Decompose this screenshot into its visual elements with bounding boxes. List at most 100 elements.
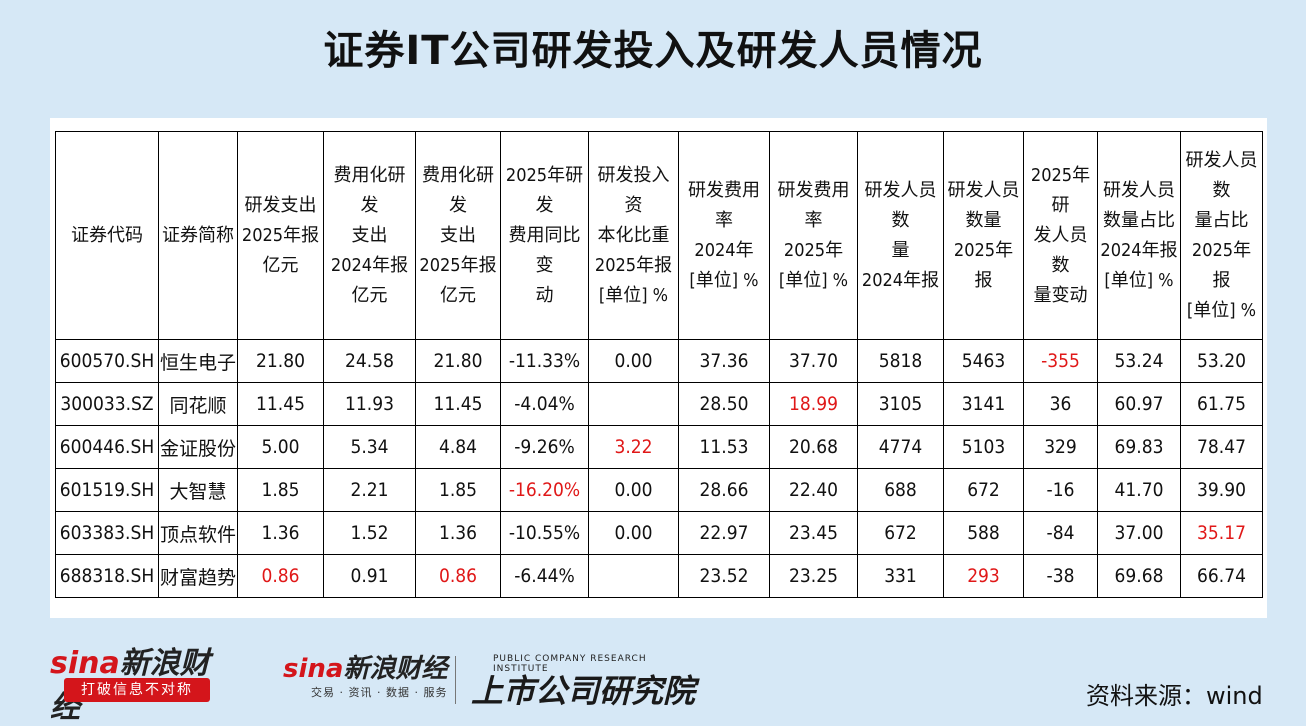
- table-cell: 66.74: [1180, 554, 1263, 598]
- table-cell: 37.00: [1097, 511, 1181, 555]
- column-header: 研发人员数量 2024年报: [857, 131, 944, 340]
- institute-logo: sina新浪财经 交易 · 资讯 · 数据 · 服务 PUBLIC COMPAN…: [283, 648, 703, 710]
- table-cell: 23.45: [769, 511, 858, 555]
- table-cell: 5.34: [323, 425, 416, 469]
- table-cell: 5.00: [237, 425, 324, 469]
- table-cell: 0.00: [588, 339, 679, 383]
- logo1-slogan: 打破信息不对称: [64, 678, 210, 702]
- institute-cn: 上市公司研究院: [471, 672, 696, 710]
- table-cell: 1.85: [237, 468, 324, 512]
- logo2-sub: 交易 · 资讯 · 数据 · 服务: [311, 686, 448, 699]
- table-cell: 3141: [943, 382, 1024, 426]
- page-title: 证券IT公司研发投入及研发人员情况: [323, 28, 983, 74]
- table-cell: 3105: [857, 382, 944, 426]
- table-cell: 18.99: [769, 382, 858, 426]
- table-cell: 588: [943, 511, 1024, 555]
- table-cell: 4.84: [415, 425, 501, 469]
- table-cell: 1.36: [237, 511, 324, 555]
- column-header: 研发投入资 本化比重 2025年报 [单位] %: [588, 131, 679, 340]
- table-cell: [588, 554, 679, 598]
- table-cell: -9.26%: [500, 425, 589, 469]
- table-cell: 688318.SH: [55, 554, 159, 598]
- logo-divider: [455, 656, 456, 704]
- column-header: 证券简称: [158, 131, 238, 340]
- table-cell: 41.70: [1097, 468, 1181, 512]
- table-row: 603383.SH 顶点软件 1.36 1.52 1.36 -10.55% 0.00 22.9…: [55, 511, 1263, 555]
- table-cell: 53.20: [1180, 339, 1263, 383]
- table-cell: 11.53: [678, 425, 770, 469]
- table-cell: 0.91: [323, 554, 416, 598]
- institute-en: PUBLIC COMPANY RESEARCH INSTITUTE: [493, 654, 647, 674]
- column-header: 研发费用率 2025年 [单位] %: [769, 131, 858, 340]
- column-header: 研发人员 数量占比 2024年报 [单位] %: [1097, 131, 1181, 340]
- logo2-brand-prefix: sina: [283, 654, 344, 684]
- table-cell: 11.93: [323, 382, 416, 426]
- table-cell: 5818: [857, 339, 944, 383]
- table-cell: 688: [857, 468, 944, 512]
- table-cell: 21.80: [237, 339, 324, 383]
- table-cell: 331: [857, 554, 944, 598]
- table-cell: -84: [1023, 511, 1098, 555]
- table-cell: 600570.SH: [55, 339, 159, 383]
- table-cell: 5463: [943, 339, 1024, 383]
- table-cell: 3.22: [588, 425, 679, 469]
- table-cell: -4.04%: [500, 382, 589, 426]
- table-cell: 20.68: [769, 425, 858, 469]
- column-header: 费用化研发 支出 2025年报 亿元: [415, 131, 501, 340]
- table-row: 600570.SH 恒生电子 21.80 24.58 21.80 -11.33% 0.00 3…: [55, 339, 1263, 383]
- rd-table: 证券代码 证券简称 研发支出 2025年报 亿元 费用化研发 支出 2024年报 亿元 费用化研发…: [55, 131, 1263, 598]
- table-cell: 22.97: [678, 511, 770, 555]
- table-cell: 60.97: [1097, 382, 1181, 426]
- table-container: 证券代码 证券简称 研发支出 2025年报 亿元 费用化研发 支出 2024年报 亿元 费用化研发…: [50, 118, 1267, 618]
- table-cell: 672: [943, 468, 1024, 512]
- table-cell: 1.85: [415, 468, 501, 512]
- column-header: 证券代码: [55, 131, 159, 340]
- table-row: 300033.SZ 同花顺 11.45 11.93 11.45 -4.04% 28.50 18…: [55, 382, 1263, 426]
- table-cell: 11.45: [237, 382, 324, 426]
- logo2-brand-cn: 新浪财经: [343, 654, 448, 684]
- data-source: 资料来源：wind: [1086, 682, 1263, 710]
- table-cell: -355: [1023, 339, 1098, 383]
- table-cell: 53.24: [1097, 339, 1181, 383]
- table-cell: 金证股份: [158, 425, 238, 469]
- table-cell: [588, 382, 679, 426]
- table-cell: 35.17: [1180, 511, 1263, 555]
- table-cell: 672: [857, 511, 944, 555]
- table-cell: 603383.SH: [55, 511, 159, 555]
- logo1-brand-prefix: sina: [50, 646, 120, 681]
- table-cell: 23.52: [678, 554, 770, 598]
- table-cell: 顶点软件: [158, 511, 238, 555]
- table-cell: 601519.SH: [55, 468, 159, 512]
- table-cell: 600446.SH: [55, 425, 159, 469]
- table-cell: -10.55%: [500, 511, 589, 555]
- table-cell: 大智慧: [158, 468, 238, 512]
- table-cell: -16.20%: [500, 468, 589, 512]
- table-cell: 0.86: [415, 554, 501, 598]
- table-cell: 61.75: [1180, 382, 1263, 426]
- table-cell: 28.50: [678, 382, 770, 426]
- table-row: 688318.SH 财富趋势 0.86 0.91 0.86 -6.44% 23.52 23.2…: [55, 554, 1263, 598]
- table-cell: 23.25: [769, 554, 858, 598]
- table-cell: 69.68: [1097, 554, 1181, 598]
- table-cell: 0.00: [588, 511, 679, 555]
- table-cell: 37.36: [678, 339, 770, 383]
- table-cell: 0.00: [588, 468, 679, 512]
- table-cell: 1.52: [323, 511, 416, 555]
- column-header: 研发费用率 2024年 [单位] %: [678, 131, 770, 340]
- table-cell: 39.90: [1180, 468, 1263, 512]
- table-row: 601519.SH 大智慧 1.85 2.21 1.85 -16.20% 0.00 28.66…: [55, 468, 1263, 512]
- column-header: 费用化研发 支出 2024年报 亿元: [323, 131, 416, 340]
- table-cell: 329: [1023, 425, 1098, 469]
- table-cell: 5103: [943, 425, 1024, 469]
- table-cell: 财富趋势: [158, 554, 238, 598]
- footer: sina新浪财经 打破信息不对称 sina新浪财经 交易 · 资讯 · 数据 ·…: [0, 620, 1306, 725]
- table-cell: -16: [1023, 468, 1098, 512]
- table-cell: -6.44%: [500, 554, 589, 598]
- table-body: 600570.SH 恒生电子 21.80 24.58 21.80 -11.33% 0.00 3…: [55, 339, 1263, 598]
- table-cell: 22.40: [769, 468, 858, 512]
- sina-finance-logo: sina新浪财经 打破信息不对称: [50, 632, 220, 725]
- table-cell: 同花顺: [158, 382, 238, 426]
- table-cell: 36: [1023, 382, 1098, 426]
- table-row: 600446.SH 金证股份 5.00 5.34 4.84 -9.26% 3.22 11.53…: [55, 425, 1263, 469]
- column-header: 研发支出 2025年报 亿元: [237, 131, 324, 340]
